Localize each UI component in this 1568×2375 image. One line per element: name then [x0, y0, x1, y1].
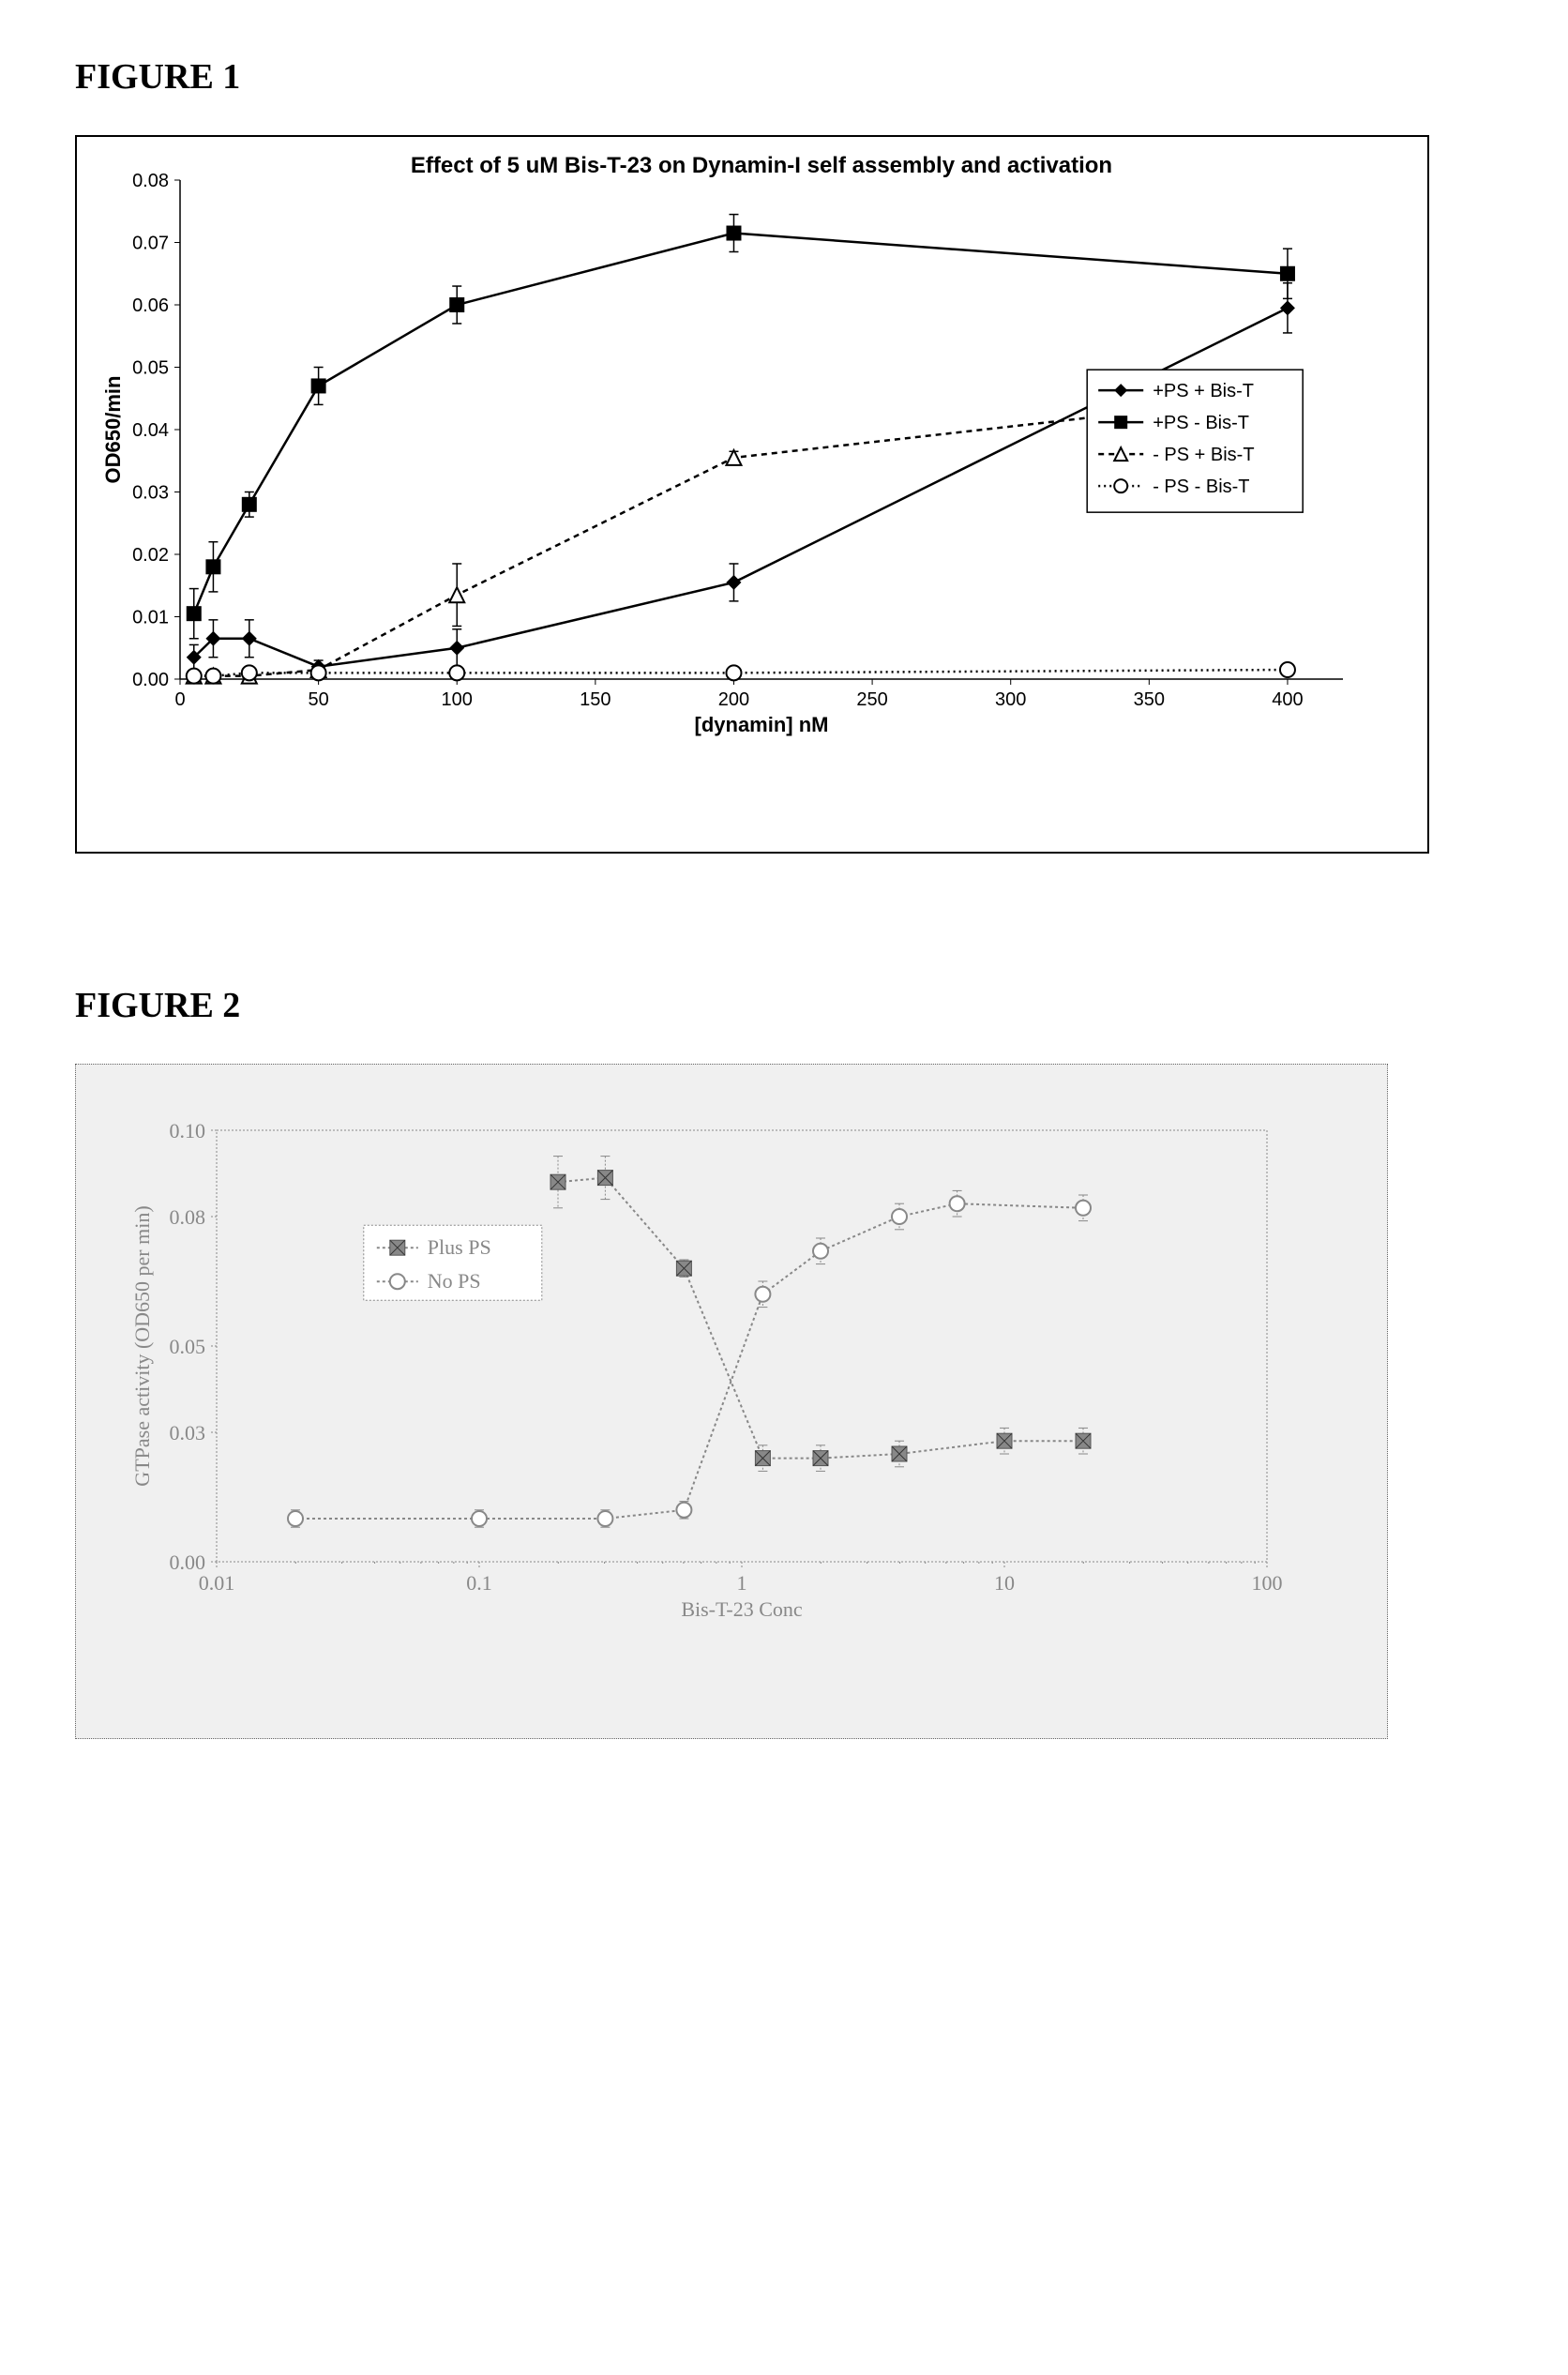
svg-text:150: 150 [580, 689, 611, 710]
svg-text:100: 100 [1252, 1571, 1283, 1595]
svg-text:0.07: 0.07 [132, 234, 169, 254]
svg-text:0.08: 0.08 [132, 171, 169, 191]
svg-text:GTPase activity (OD650 per min: GTPase activity (OD650 per min) [130, 1205, 154, 1486]
svg-text:1: 1 [737, 1571, 747, 1595]
svg-text:0.03: 0.03 [170, 1421, 206, 1445]
svg-text:[dynamin] nM: [dynamin] nM [695, 713, 829, 736]
svg-text:No PS: No PS [428, 1269, 481, 1293]
svg-text:400: 400 [1272, 689, 1303, 710]
svg-text:0.01: 0.01 [199, 1571, 235, 1595]
svg-text:0.02: 0.02 [132, 545, 169, 566]
svg-text:Plus PS: Plus PS [428, 1235, 491, 1259]
svg-text:0.05: 0.05 [132, 358, 169, 379]
svg-text:100: 100 [442, 689, 473, 710]
svg-text:0.00: 0.00 [132, 670, 169, 690]
svg-text:0.10: 0.10 [170, 1119, 206, 1142]
svg-text:10: 10 [994, 1571, 1015, 1595]
svg-text:Effect of 5 uM Bis-T-23 on Dyn: Effect of 5 uM Bis-T-23 on Dynamin-I sel… [411, 154, 1112, 178]
svg-text:- PS - Bis-T: - PS - Bis-T [1153, 477, 1249, 497]
svg-text:0.05: 0.05 [170, 1335, 206, 1358]
svg-text:200: 200 [718, 689, 749, 710]
svg-text:300: 300 [995, 689, 1026, 710]
svg-text:0: 0 [174, 689, 185, 710]
svg-text:0.1: 0.1 [466, 1571, 492, 1595]
svg-text:0.04: 0.04 [132, 420, 169, 441]
svg-text:0.03: 0.03 [132, 483, 169, 504]
svg-text:250: 250 [856, 689, 887, 710]
figure2-label: FIGURE 2 [75, 985, 1493, 1026]
figure1-label: FIGURE 1 [75, 56, 1493, 98]
svg-text:- PS + Bis-T: - PS + Bis-T [1153, 445, 1254, 465]
figure2-chart: 0.000.030.050.080.100.010.1110100Bis-T-2… [75, 1064, 1388, 1739]
figure1-chart: Effect of 5 uM Bis-T-23 on Dynamin-I sel… [75, 135, 1429, 854]
svg-text:Bis-T-23 Conc: Bis-T-23 Conc [681, 1597, 803, 1621]
svg-text:0.06: 0.06 [132, 295, 169, 316]
svg-text:OD650/min: OD650/min [101, 376, 125, 484]
svg-text:+PS + Bis-T: +PS + Bis-T [1153, 381, 1254, 401]
svg-text:0.08: 0.08 [170, 1205, 206, 1229]
svg-text:0.01: 0.01 [132, 608, 169, 628]
svg-text:50: 50 [308, 689, 328, 710]
svg-text:350: 350 [1134, 689, 1165, 710]
svg-text:+PS - Bis-T: +PS - Bis-T [1153, 413, 1249, 433]
